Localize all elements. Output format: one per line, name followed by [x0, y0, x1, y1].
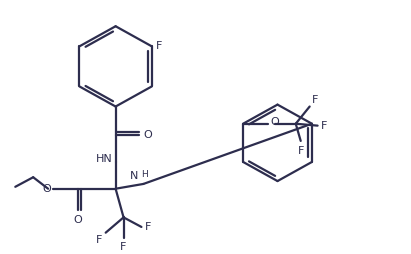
Text: O: O: [42, 184, 51, 194]
Text: H: H: [141, 170, 148, 179]
Text: O: O: [143, 130, 152, 140]
Text: O: O: [74, 215, 82, 226]
Text: F: F: [120, 242, 127, 252]
Text: HN: HN: [96, 154, 113, 164]
Text: F: F: [321, 121, 327, 131]
Text: N: N: [130, 171, 139, 181]
Text: F: F: [156, 41, 162, 51]
Text: F: F: [96, 235, 103, 245]
Text: O: O: [270, 117, 279, 127]
Text: F: F: [312, 94, 318, 105]
Text: F: F: [144, 222, 151, 232]
Text: F: F: [298, 146, 304, 156]
